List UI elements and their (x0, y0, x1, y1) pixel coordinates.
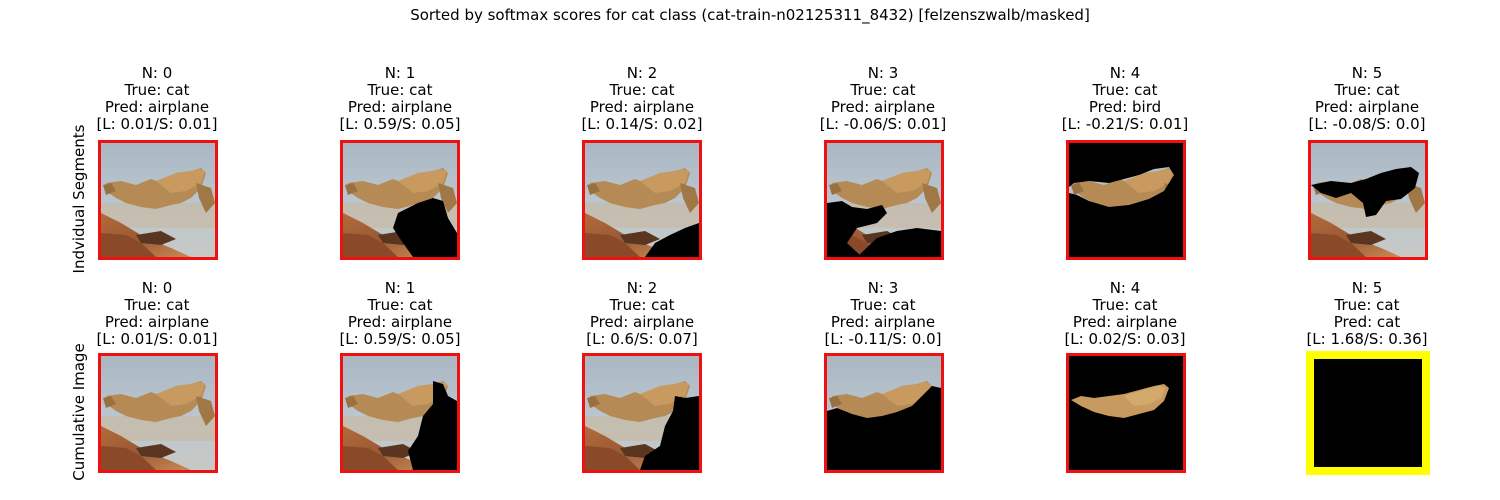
panel-n: N: 5 (1351, 279, 1383, 297)
panel-true: True: cat (850, 296, 916, 314)
panel-true: True: cat (1092, 296, 1158, 314)
panel-scores: [L: -0.08/S: 0.0] (1308, 115, 1426, 133)
row-label-individual-segments: Indvidual Segments (70, 124, 88, 274)
panel-pred: Pred: airplane (830, 313, 936, 331)
panel-n: N: 0 (141, 279, 173, 297)
panel-title: N: 2 True: cat Pred: airplane [L: 0.14/S… (532, 65, 752, 133)
segment-image (340, 140, 460, 260)
segment-image-graphic (101, 143, 215, 257)
segment-image-graphic (827, 143, 941, 257)
panel-n: N: 0 (141, 64, 173, 82)
panel-pred: Pred: airplane (589, 313, 695, 331)
panel-pred: Pred: airplane (347, 98, 453, 116)
panel-title: N: 3 True: cat Pred: airplane [L: -0.06/… (773, 65, 993, 133)
segment-image (824, 140, 944, 260)
cumulative-image-graphic (585, 356, 699, 470)
panel-pred: Pred: cat (1333, 313, 1401, 331)
cumulative-image-highlighted (1306, 351, 1430, 475)
segment-image (1308, 140, 1428, 260)
panel-true: True: cat (367, 81, 433, 99)
panel-true: True: cat (367, 296, 433, 314)
panel-n: N: 4 (1109, 64, 1141, 82)
panel-scores: [L: 1.68/S: 0.36] (1306, 330, 1428, 348)
panel-scores: [L: 0.6/S: 0.07] (586, 330, 698, 348)
panel-title: N: 4 True: cat Pred: bird [L: -0.21/S: 0… (1015, 65, 1235, 133)
panel-n: N: 1 (384, 64, 416, 82)
figure-title: Sorted by softmax scores for cat class (… (410, 6, 1090, 24)
cumulative-image-graphic (827, 356, 941, 470)
panel-scores: [L: 0.14/S: 0.02] (581, 115, 703, 133)
cumulative-image-graphic (343, 356, 457, 470)
panel-true: True: cat (124, 296, 190, 314)
panel-title: N: 1 True: cat Pred: airplane [L: 0.59/S… (290, 280, 510, 348)
segment-image-graphic (343, 143, 457, 257)
panel-pred: Pred: airplane (1314, 98, 1420, 116)
panel-n: N: 3 (867, 279, 899, 297)
panel-n: N: 1 (384, 279, 416, 297)
panel-true: True: cat (609, 296, 675, 314)
segment-image-graphic (1311, 143, 1425, 257)
panel-true: True: cat (1334, 81, 1400, 99)
panel-pred: Pred: airplane (1072, 313, 1178, 331)
panel-true: True: cat (609, 81, 675, 99)
panel-n: N: 3 (867, 64, 899, 82)
panel-pred: Pred: airplane (589, 98, 695, 116)
panel-scores: [L: 0.59/S: 0.05] (339, 115, 461, 133)
panel-title: N: 2 True: cat Pred: airplane [L: 0.6/S:… (532, 280, 752, 348)
panel-scores: [L: -0.11/S: 0.0] (824, 330, 942, 348)
segment-image (582, 140, 702, 260)
panel-true: True: cat (1334, 296, 1400, 314)
panel-pred: Pred: airplane (347, 313, 453, 331)
panel-n: N: 2 (626, 279, 658, 297)
cumulative-image (340, 353, 460, 473)
panel-title: N: 5 True: cat Pred: cat [L: 1.68/S: 0.3… (1257, 280, 1477, 348)
panel-true: True: cat (850, 81, 916, 99)
panel-scores: [L: 0.01/S: 0.01] (96, 330, 218, 348)
panel-pred: Pred: bird (1088, 98, 1162, 116)
panel-title: N: 4 True: cat Pred: airplane [L: 0.02/S… (1015, 280, 1235, 348)
cumulative-image (98, 353, 218, 473)
segment-image (98, 140, 218, 260)
panel-title: N: 0 True: cat Pred: airplane [L: 0.01/S… (47, 65, 267, 133)
cumulative-image (1066, 353, 1186, 473)
segment-image-graphic (1069, 143, 1183, 257)
segment-image (1066, 140, 1186, 260)
panel-title: N: 5 True: cat Pred: airplane [L: -0.08/… (1257, 65, 1477, 133)
panel-scores: [L: 0.59/S: 0.05] (339, 330, 461, 348)
panel-scores: [L: -0.21/S: 0.01] (1061, 115, 1189, 133)
panel-n: N: 4 (1109, 279, 1141, 297)
cumulative-image-graphic (101, 356, 215, 470)
panel-true: True: cat (1092, 81, 1158, 99)
cumulative-image (582, 353, 702, 473)
panel-title: N: 1 True: cat Pred: airplane [L: 0.59/S… (290, 65, 510, 133)
panel-pred: Pred: airplane (104, 98, 210, 116)
panel-scores: [L: 0.02/S: 0.03] (1064, 330, 1186, 348)
panel-pred: Pred: airplane (830, 98, 936, 116)
segment-image-graphic (585, 143, 699, 257)
panel-title: N: 3 True: cat Pred: airplane [L: -0.11/… (773, 280, 993, 348)
panel-true: True: cat (124, 81, 190, 99)
row-label-cumulative-image: Cumulative Image (70, 343, 88, 481)
panel-title: N: 0 True: cat Pred: airplane [L: 0.01/S… (47, 280, 267, 348)
cumulative-image-graphic (1069, 356, 1183, 470)
panel-n: N: 2 (626, 64, 658, 82)
panel-scores: [L: 0.01/S: 0.01] (96, 115, 218, 133)
cumulative-image (824, 353, 944, 473)
panel-scores: [L: -0.06/S: 0.01] (819, 115, 947, 133)
panel-n: N: 5 (1351, 64, 1383, 82)
panel-pred: Pred: airplane (104, 313, 210, 331)
